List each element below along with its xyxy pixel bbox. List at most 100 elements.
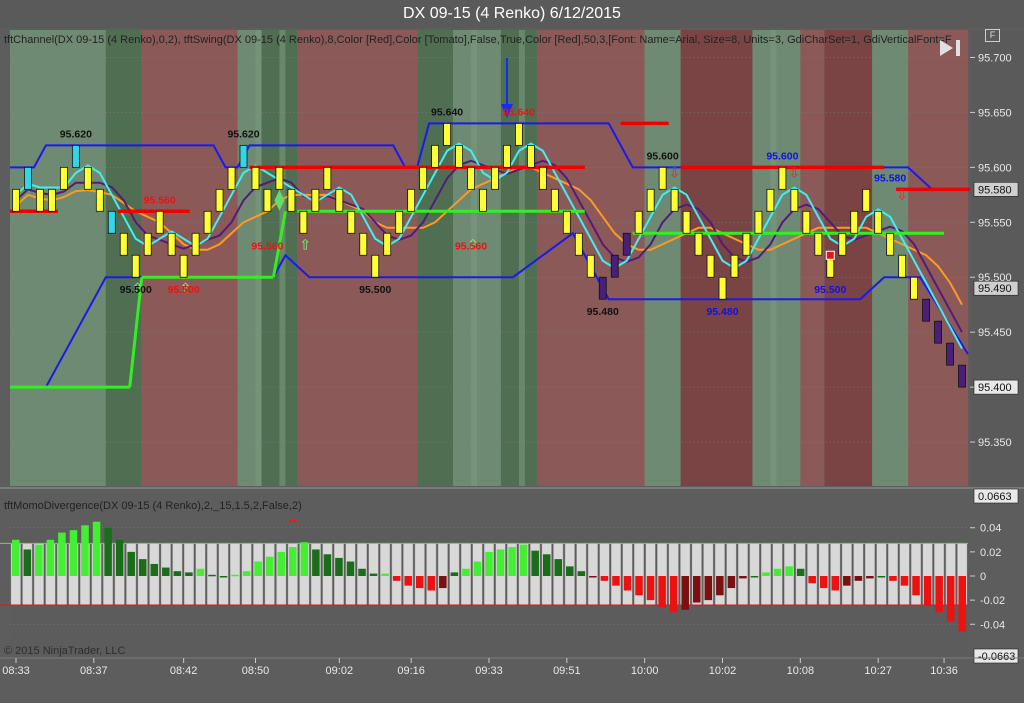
x-tick-label: 08:42 [170, 665, 198, 677]
bg-band [752, 30, 801, 486]
renko-brick [36, 188, 44, 212]
osc-bg-column [726, 543, 737, 606]
renko-brick [12, 188, 20, 212]
osc-bar [81, 525, 89, 576]
renko-brick [347, 210, 356, 234]
osc-bar [796, 568, 805, 576]
bg-band [644, 30, 681, 486]
renko-brick [682, 210, 691, 234]
osc-bar [808, 576, 816, 584]
y-tick-label: 95.350 [978, 437, 1012, 449]
osc-bar [473, 561, 482, 576]
swing-label: 95.640 [431, 106, 463, 118]
swing-label: 95.500 [168, 284, 200, 296]
renko-brick [790, 188, 799, 212]
osc-bar [681, 576, 689, 610]
down-arrow-icon [500, 104, 513, 118]
osc-bar [496, 549, 505, 576]
renko-brick [95, 188, 104, 212]
price-axis: 95.700 95.650 95.600 95.550 95.500 95.450 95.4… [0, 30, 1024, 489]
osc-bg-column [841, 543, 852, 606]
x-tick-label: 08:37 [80, 665, 108, 677]
sell-arrow-icon: ⇩ [788, 164, 800, 180]
osc-bg-column [830, 543, 841, 606]
renko-brick [922, 298, 930, 322]
renko-brick [503, 144, 511, 168]
renko-brick [802, 210, 811, 234]
osc-bar [46, 539, 55, 576]
osc-bar [762, 572, 770, 576]
osc-bar [739, 576, 747, 579]
osc-bar [104, 527, 112, 576]
play-next-icon[interactable] [938, 38, 964, 58]
swing-label: 95.560 [455, 240, 487, 252]
osc-bar [346, 561, 355, 576]
osc-bg-column [437, 543, 448, 606]
renko-brick [586, 254, 595, 278]
osc-bar [877, 576, 886, 578]
time-axis: 08:33 08:37 08:42 08:50 09:02 09:16 09:33 09:51… [0, 657, 1024, 677]
osc-bar [946, 576, 955, 622]
osc-bar [277, 551, 286, 576]
osc-bar [831, 576, 840, 591]
renko-brick [874, 210, 883, 234]
osc-bar [554, 559, 563, 576]
osc-bar [69, 530, 78, 576]
osc-bar [173, 571, 182, 576]
osc-bar [589, 576, 597, 578]
bg-band [10, 30, 106, 486]
swing-label: 95.500 [359, 284, 391, 296]
x-tick-label: 09:51 [553, 665, 581, 677]
osc-bar [519, 544, 528, 576]
osc-bar [150, 563, 159, 576]
osc-bg-column [634, 543, 645, 606]
renko-bricks[interactable]: ⇧ ⇧ ⇧ ⇧ ⇩ ⇩ ⇩ [12, 58, 966, 388]
osc-bar [854, 576, 863, 581]
osc-bar [577, 571, 586, 576]
bg-stripe [770, 30, 777, 486]
osc-bar [889, 576, 897, 581]
bg-stripe [279, 30, 286, 486]
swing-label: 95.600 [647, 150, 679, 162]
osc-spike-bar [289, 520, 297, 522]
chart-title: DX 09-15 (4 Renko) 6/12/2015 [403, 5, 621, 22]
float-button[interactable]: F [985, 29, 1000, 42]
osc-bg-column [911, 543, 922, 606]
x-tick-label: 10:02 [709, 665, 737, 677]
osc-y-tick-label: -0.04 [980, 619, 1005, 631]
sell-arrow-icon: ⇩ [896, 186, 908, 202]
swing-label: 95.640 [503, 106, 535, 118]
renko-brick [107, 210, 116, 234]
osc-bar [23, 549, 32, 576]
osc-bar [866, 576, 874, 579]
renko-brick [131, 254, 140, 278]
swing-label: 95.480 [706, 306, 738, 318]
osc-bg-column [853, 543, 864, 606]
cyan-average-line [15, 142, 963, 350]
renko-brick [814, 232, 823, 256]
renko-brick [515, 122, 523, 146]
osc-bar [358, 568, 366, 576]
osc-bar [935, 576, 943, 613]
renko-brick [215, 188, 224, 212]
osc-bg-column [414, 543, 425, 606]
renko-brick [610, 254, 619, 278]
osc-y-tick-label: -0.02 [980, 595, 1005, 607]
osc-bar [508, 547, 516, 576]
renko-brick [670, 188, 679, 212]
osc-bar [612, 576, 620, 586]
osc-min-marker [973, 648, 1019, 664]
renko-brick [694, 232, 703, 256]
renko-brick [431, 144, 440, 168]
osc-bar [219, 576, 228, 578]
diamond-icon [274, 189, 285, 211]
renko-brick [383, 232, 392, 256]
y-tick-label: 95.600 [978, 162, 1012, 174]
renko-brick [598, 276, 607, 300]
osc-bar [115, 539, 124, 576]
osc-bar [843, 576, 851, 586]
osc-bar [185, 572, 193, 576]
renko-brick [742, 232, 751, 256]
current-price-marker-text: 95.400 [978, 382, 1012, 394]
